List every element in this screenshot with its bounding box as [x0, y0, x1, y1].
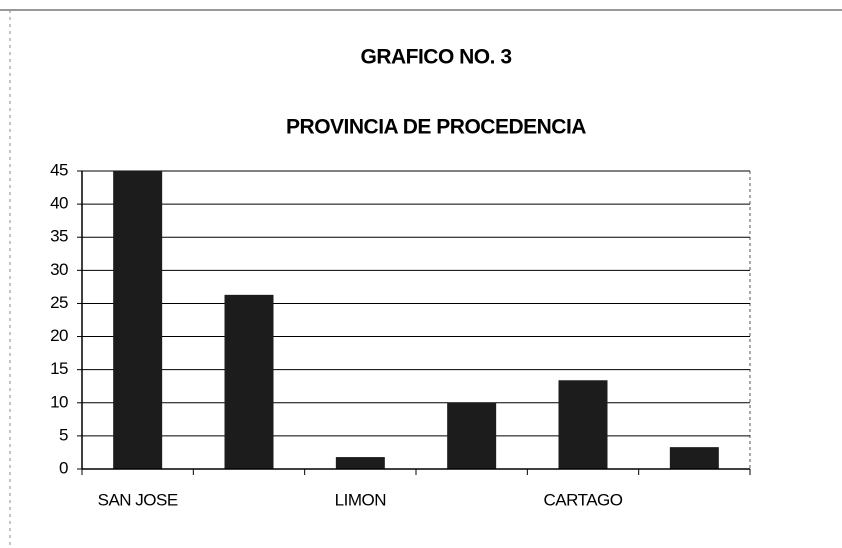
y-tick-label: 20	[50, 326, 68, 345]
y-tick-label: 45	[50, 160, 68, 179]
bar	[113, 171, 163, 469]
y-tick-label: 5	[59, 425, 68, 444]
chart-title: GRAFICO NO. 3	[360, 46, 511, 69]
bar	[335, 457, 385, 469]
y-tick-label: 25	[50, 293, 68, 312]
y-tick-label: 15	[50, 359, 68, 378]
bar	[224, 294, 274, 469]
chart-subtitle: PROVINCIA DE PROCEDENCIA	[286, 116, 586, 139]
y-tick-label: 40	[50, 194, 68, 213]
y-tick-label: 0	[59, 458, 68, 477]
bar	[447, 402, 497, 469]
bar	[558, 380, 608, 469]
y-tick-label: 10	[50, 392, 68, 411]
bar	[669, 447, 719, 469]
x-tick-label: SAN JOSE	[98, 490, 178, 509]
y-tick-label: 35	[50, 227, 68, 246]
y-tick-label: 30	[50, 260, 68, 279]
x-tick-label: LIMON	[335, 490, 386, 509]
x-tick-label: CARTAGO	[544, 490, 623, 509]
